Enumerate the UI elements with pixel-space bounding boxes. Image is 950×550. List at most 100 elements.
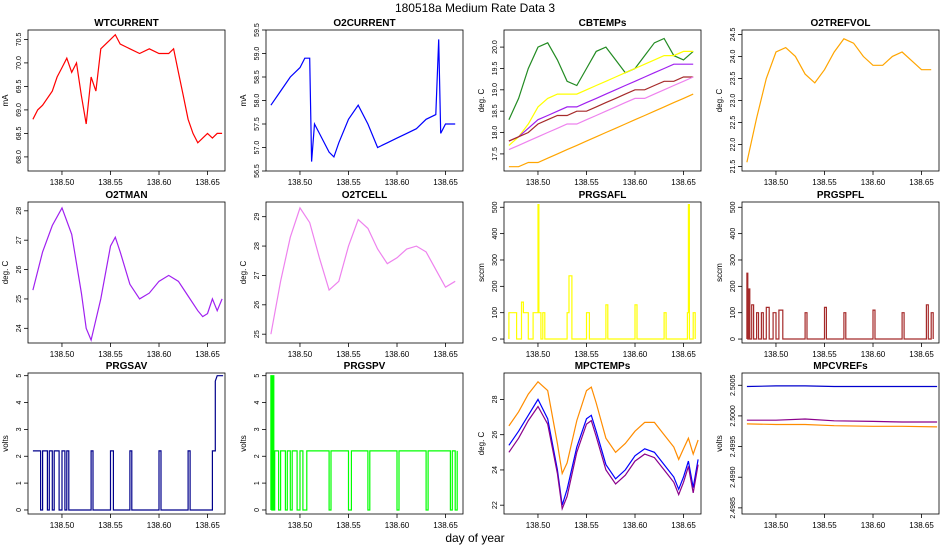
y-tick-label: 3: [16, 427, 23, 431]
y-tick-label: 5: [16, 374, 23, 378]
y-tick-label: 57.5: [254, 117, 261, 131]
figure-title: 180518a Medium Rate Data 3: [394, 1, 556, 15]
panel-title: CBTEMPs: [579, 18, 627, 29]
y-tick-label: 59.0: [254, 47, 261, 61]
y-axis-label: deg. C: [477, 431, 486, 455]
series-line-1: [32, 33, 223, 144]
y-tick-label: 20.0: [492, 40, 499, 54]
panel-o2current: O2CURRENT mA 138.50 138.55 138.60 138.65 56.5 5…: [239, 18, 464, 187]
y-tick-label: 23.0: [730, 94, 737, 108]
series-line-1: [270, 375, 458, 511]
panel-title: WTCURRENT: [94, 18, 158, 29]
y-tick-label: 22: [492, 501, 499, 509]
plot-frame: [27, 29, 226, 172]
series-line-1: [508, 37, 694, 120]
y-tick-label: 22.5: [730, 116, 737, 130]
series-line-3: [746, 423, 938, 428]
y-axis-label: sccm: [477, 263, 486, 282]
x-tick-label: 138.65: [671, 350, 696, 359]
x-tick-label: 138.65: [433, 521, 458, 530]
x-tick-label: 138.55: [812, 350, 837, 359]
y-tick-label: 27: [16, 236, 23, 244]
panel-title: PRGSPFL: [817, 190, 864, 201]
y-tick-label: 70.0: [16, 56, 23, 70]
y-tick-label: 58.0: [254, 94, 261, 108]
series-line-1: [270, 206, 456, 335]
y-tick-label: 4: [254, 400, 261, 404]
y-tick-label: 2: [254, 454, 261, 458]
x-tick-label: 138.60: [147, 521, 172, 530]
panel-title: MPCTEMPs: [575, 361, 631, 372]
x-tick-label: 138.65: [909, 350, 934, 359]
series-line-1: [746, 38, 932, 163]
plot-frame: [265, 29, 464, 172]
x-tick-label: 138.60: [623, 178, 648, 187]
x-tick-label: 138.55: [336, 350, 361, 359]
x-tick-label: 138.55: [574, 521, 599, 530]
y-tick-label: 2.4995: [730, 436, 737, 458]
y-axis-label: deg. C: [715, 88, 724, 112]
x-tick-label: 138.65: [195, 178, 220, 187]
y-tick-label: 29: [254, 213, 261, 221]
x-tick-label: 138.65: [195, 350, 220, 359]
figure-xlabel: day of year: [445, 531, 505, 545]
series-line-2: [508, 50, 694, 146]
y-tick-label: 5: [254, 374, 261, 378]
y-tick-label: 19.5: [492, 62, 499, 76]
plot-frame: [265, 372, 464, 515]
series-line-2: [508, 398, 699, 506]
panel-title: O2CURRENT: [333, 18, 395, 29]
y-tick-label: 0: [730, 337, 737, 341]
x-tick-label: 138.50: [288, 178, 313, 187]
y-tick-label: 18.5: [492, 104, 499, 118]
series-line-1: [32, 206, 223, 343]
x-tick-label: 138.60: [147, 178, 172, 187]
x-tick-label: 138.55: [98, 178, 123, 187]
y-tick-label: 500: [492, 201, 499, 213]
x-tick-label: 138.65: [433, 178, 458, 187]
x-tick-label: 138.60: [623, 521, 648, 530]
series-line-1: [746, 272, 934, 340]
y-tick-label: 27: [254, 271, 261, 279]
panel-title: O2TMAN: [105, 190, 147, 201]
y-tick-label: 100: [492, 307, 499, 319]
x-tick-label: 138.50: [526, 350, 551, 359]
plot-frame: [503, 372, 702, 515]
y-tick-label: 24.5: [730, 27, 737, 41]
y-tick-label: 26: [492, 431, 499, 439]
y-tick-label: 68.5: [16, 126, 23, 140]
series-line-1: [270, 39, 456, 162]
x-tick-label: 138.65: [909, 521, 934, 530]
series-line-1: [508, 204, 696, 340]
series-line-6: [508, 93, 694, 168]
y-tick-label: 59.5: [254, 23, 261, 37]
plot-frame: [741, 372, 940, 515]
y-tick-label: 500: [730, 201, 737, 213]
x-tick-label: 138.55: [98, 350, 123, 359]
x-tick-label: 138.60: [385, 350, 410, 359]
y-tick-label: 4: [16, 400, 23, 404]
x-tick-label: 138.55: [98, 521, 123, 530]
x-tick-label: 138.65: [195, 521, 220, 530]
y-tick-label: 200: [730, 280, 737, 292]
y-tick-label: 2.4985: [730, 497, 737, 519]
x-tick-label: 138.50: [50, 178, 75, 187]
y-tick-label: 300: [492, 254, 499, 266]
y-tick-label: 25: [254, 330, 261, 338]
x-tick-label: 138.50: [288, 350, 313, 359]
y-axis-label: volts: [1, 435, 10, 451]
y-tick-label: 300: [730, 254, 737, 266]
x-tick-label: 138.60: [147, 350, 172, 359]
y-axis-label: mA: [239, 94, 248, 107]
y-axis-label: deg. C: [239, 260, 248, 284]
series-line-3: [508, 63, 694, 142]
x-tick-label: 138.50: [764, 178, 789, 187]
y-tick-label: 400: [730, 228, 737, 240]
y-tick-label: 26: [16, 266, 23, 274]
panel-o2tcell: O2TCELL deg. C 138.50 138.55 138.60 138.65 25 2…: [239, 190, 464, 359]
y-tick-label: 28: [492, 395, 499, 403]
y-tick-label: 24.0: [730, 50, 737, 64]
y-tick-label: 2: [16, 454, 23, 458]
